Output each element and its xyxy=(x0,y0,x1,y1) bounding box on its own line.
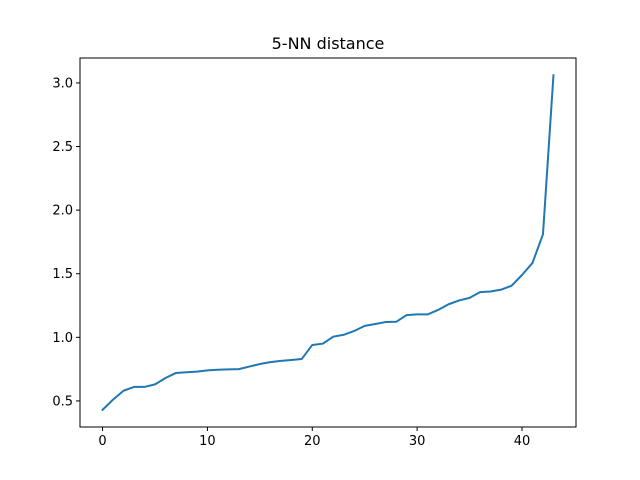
y-tick-label: 3.0 xyxy=(52,76,73,91)
x-tick-label: 0 xyxy=(98,434,106,449)
y-tick-label: 1.5 xyxy=(52,267,73,282)
x-tick-label: 30 xyxy=(409,434,426,449)
series-line xyxy=(101,74,555,412)
x-tick-label: 10 xyxy=(199,434,216,449)
plot-frame xyxy=(79,57,577,428)
x-tick-label: 20 xyxy=(304,434,321,449)
x-tick-label: 40 xyxy=(514,434,531,449)
y-tick-label: 2.5 xyxy=(52,140,73,155)
y-tick-label: 1.0 xyxy=(52,331,73,346)
chart-title: 5-NN distance xyxy=(272,34,385,53)
y-tick-label: 2.0 xyxy=(52,204,73,219)
y-tick-label: 0.5 xyxy=(52,394,73,409)
